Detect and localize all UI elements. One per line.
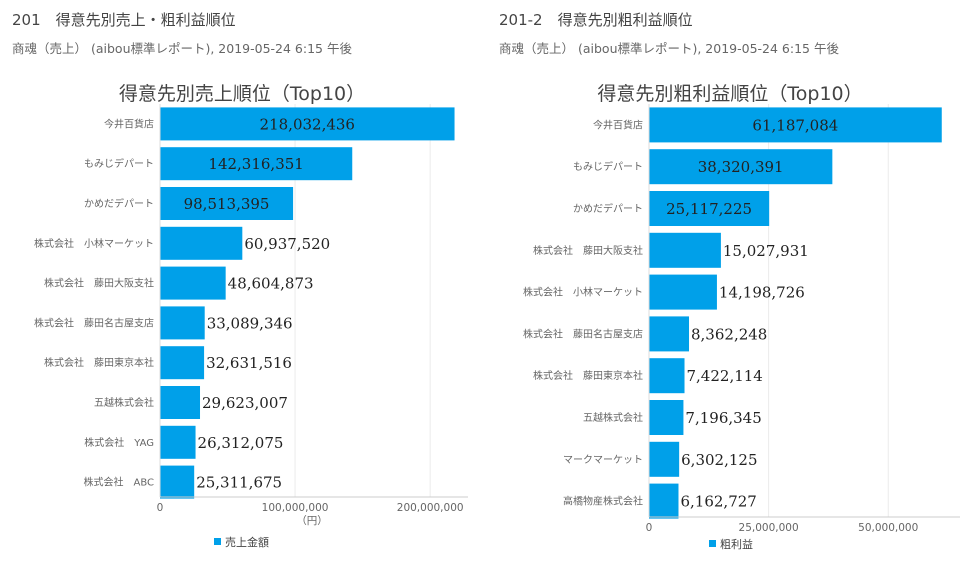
category-label: 株式会社 藤田大阪支社	[533, 244, 643, 257]
legend-label: 売上金額	[225, 535, 269, 549]
category-label: 株式会社 藤田名古屋支店	[34, 316, 154, 329]
data-label: 98,513,395	[184, 195, 270, 213]
sales-ranking-panel: 201 得意先別売上・粗利益順位 商魂（売上） (aibou標準レポート), 2…	[0, 0, 480, 564]
profit-ranking-chart: 得意先別粗利益順位（Top10） 今井百貨店 61,187,084 もみじデパート 38…	[523, 83, 960, 551]
data-label: 15,027,931	[723, 242, 809, 260]
data-label: 32,631,516	[206, 354, 292, 372]
data-label: 14,198,726	[719, 284, 805, 302]
x-tick-label: 25,000,000	[739, 522, 799, 534]
bar	[649, 149, 833, 185]
data-label: 7,196,345	[685, 409, 761, 427]
data-label: 218,032,436	[260, 115, 355, 133]
data-label: 7,422,114	[687, 367, 763, 385]
data-label: 38,320,391	[698, 158, 784, 176]
category-label: 今井百貨店	[593, 118, 643, 131]
category-label: 今井百貨店	[104, 117, 154, 130]
bar	[160, 465, 195, 499]
x-tick-label: 0	[646, 522, 653, 534]
bar	[649, 441, 680, 477]
x-tick-label: 0	[157, 502, 164, 514]
category-label: 高橋物産株式会社	[563, 495, 643, 508]
bar	[649, 400, 684, 435]
category-label: 株式会社 藤田東京本社	[533, 369, 643, 382]
sales-ranking-chart: 得意先別売上順位（Top10） 今井百貨店 218,032,436 もみじデパート 14…	[34, 83, 468, 549]
category-label: 株式会社 小林マーケット	[34, 237, 154, 250]
data-label: 33,089,346	[207, 314, 293, 332]
report-title: 201 得意先別売上・粗利益順位	[12, 11, 236, 29]
data-label: 60,937,520	[244, 235, 330, 253]
bar	[160, 346, 205, 380]
category-label: 五越株式会社	[583, 411, 643, 424]
category-label: 株式会社 藤田大阪支社	[44, 277, 154, 290]
x-tick-label: 100,000,000	[262, 502, 329, 514]
bar	[649, 232, 721, 268]
x-tick-label: 200,000,000	[397, 502, 464, 514]
data-label: 142,316,351	[208, 155, 303, 173]
category-label: かめだデパート	[84, 197, 154, 210]
chart-title: 得意先別売上順位（Top10）	[119, 83, 365, 105]
x-axis-label: （円）	[296, 515, 328, 527]
data-label: 26,312,075	[198, 434, 284, 452]
category-label: 株式会社 小林マーケット	[523, 286, 643, 299]
report-subtitle: 商魂（売上） (aibou標準レポート), 2019-05-24 6:15 午後	[499, 41, 839, 56]
data-label: 25,117,225	[666, 200, 752, 218]
bar	[160, 187, 294, 220]
chart-title: 得意先別粗利益順位（Top10）	[597, 83, 862, 105]
bar	[649, 191, 770, 226]
bar	[160, 425, 196, 459]
data-label: 48,604,873	[228, 275, 314, 293]
data-label: 29,623,007	[202, 394, 288, 412]
bar	[649, 358, 685, 394]
bar	[649, 107, 942, 143]
bar	[649, 316, 690, 352]
data-label: 8,362,248	[691, 325, 767, 343]
bar	[160, 147, 353, 181]
bar	[160, 107, 455, 141]
bar	[649, 274, 717, 310]
category-label: 五越株式会社	[94, 396, 154, 409]
data-label: 6,162,727	[680, 493, 756, 511]
bar	[160, 386, 201, 419]
category-label: 株式会社 藤田東京本社	[44, 356, 154, 369]
category-label: マークマーケット	[563, 454, 643, 466]
profit-ranking-panel: 201-2 得意先別粗利益順位 商魂（売上） (aibou標準レポート), 20…	[490, 0, 975, 564]
category-label: もみじデパート	[573, 160, 643, 173]
legend-label: 粗利益	[720, 537, 753, 551]
x-tick-label: 50,000,000	[858, 522, 918, 534]
category-label: 株式会社 藤田名古屋支店	[523, 327, 643, 340]
category-label: もみじデパート	[84, 157, 154, 170]
category-label: 株式会社 YAG	[84, 436, 154, 449]
legend-swatch	[709, 540, 716, 547]
data-label: 61,187,084	[752, 116, 838, 134]
category-label: 株式会社 ABC	[83, 476, 154, 489]
bar	[160, 306, 205, 340]
bar	[160, 226, 243, 260]
data-label: 25,311,675	[196, 474, 282, 492]
legend-swatch	[214, 538, 221, 545]
data-label: 6,302,125	[681, 451, 757, 469]
bar	[649, 483, 679, 519]
report-title: 201-2 得意先別粗利益順位	[499, 11, 693, 29]
category-label: かめだデパート	[573, 202, 643, 215]
report-subtitle: 商魂（売上） (aibou標準レポート), 2019-05-24 6:15 午後	[12, 41, 352, 56]
bar	[160, 266, 226, 300]
